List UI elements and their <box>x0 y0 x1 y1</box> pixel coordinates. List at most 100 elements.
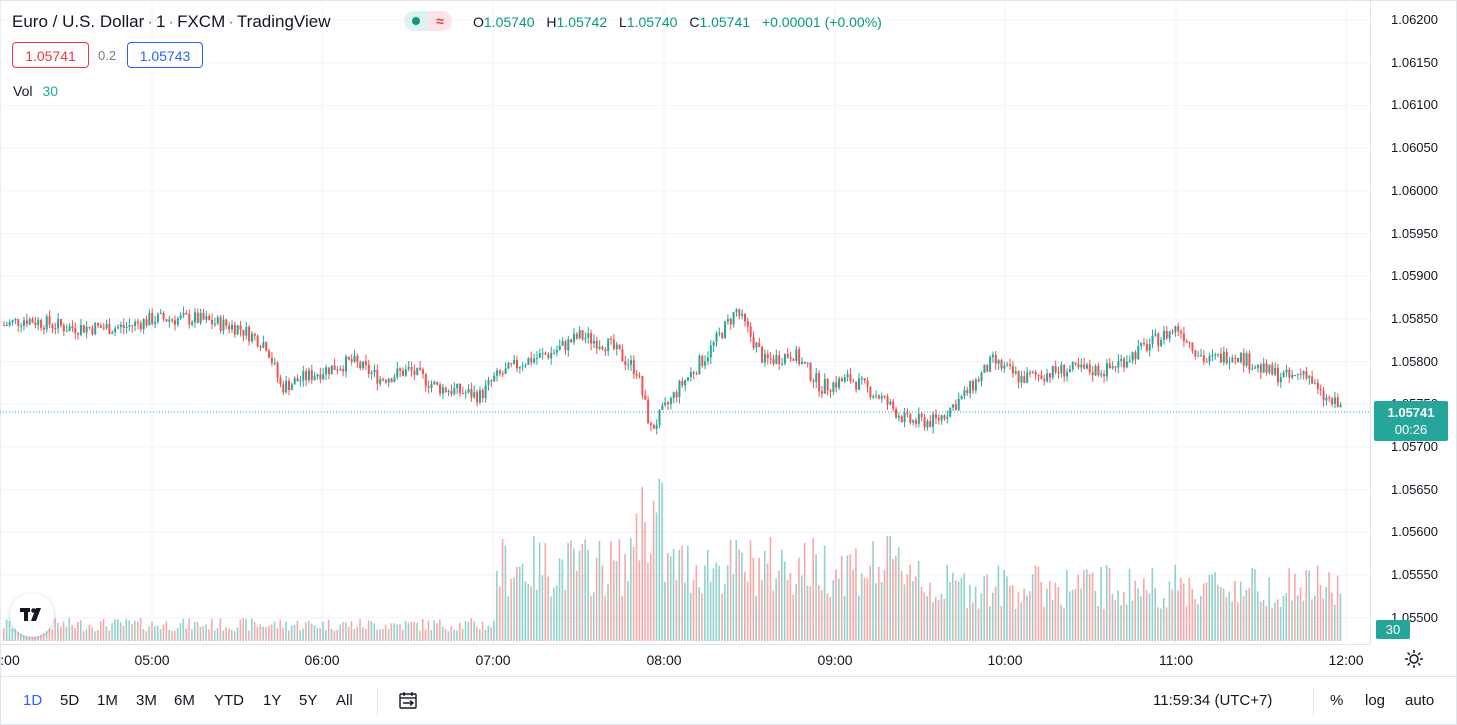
candle-body <box>664 402 667 406</box>
sell-price-button[interactable]: 1.05741 <box>12 42 89 68</box>
volume-bar <box>1160 608 1162 641</box>
settings-gear-icon[interactable] <box>1403 648 1425 670</box>
volume-bar <box>433 620 435 641</box>
candle-body <box>1063 364 1066 377</box>
range-ytd-button[interactable]: YTD <box>214 692 244 709</box>
go-to-date-icon[interactable] <box>397 690 419 712</box>
candle-body <box>1094 365 1097 376</box>
candle-body <box>239 325 242 330</box>
volume-bar <box>333 631 336 641</box>
volume-bar <box>350 621 353 641</box>
candle-body <box>829 390 832 392</box>
close-key: C <box>689 14 700 30</box>
volume-bar <box>402 629 404 641</box>
volume-bar <box>407 622 410 641</box>
volume-bar <box>1120 605 1122 641</box>
log-scale-toggle[interactable]: log <box>1365 692 1386 709</box>
price-chart[interactable] <box>0 0 1370 644</box>
candle-body <box>1302 371 1305 375</box>
volume-bar <box>1048 581 1051 641</box>
candle-body <box>51 324 54 329</box>
volume-bar <box>912 581 914 641</box>
price-axis[interactable]: 1.06200 1.06150 1.06100 1.06050 1.06000 1.059… <box>1370 0 1457 644</box>
candle-body <box>849 374 852 381</box>
volume-bar <box>570 540 572 641</box>
volume-bar <box>176 628 179 641</box>
chart-pane[interactable] <box>0 0 1370 644</box>
open-value: 1.05740 <box>483 14 535 30</box>
volume-bar <box>1125 604 1128 641</box>
volume-bar <box>510 579 512 641</box>
candle-body <box>1339 404 1342 407</box>
percent-scale-toggle[interactable]: % <box>1330 692 1344 709</box>
volume-bar <box>470 618 472 641</box>
volume-bar <box>1023 588 1025 641</box>
volume-bar <box>581 543 584 641</box>
candle-body <box>652 424 655 429</box>
buy-price-button[interactable]: 1.05743 <box>127 42 203 68</box>
candle-body <box>695 373 698 375</box>
candle-body <box>299 380 302 382</box>
range-1y-button[interactable]: 1Y <box>263 692 282 709</box>
volume-bar <box>305 622 307 641</box>
range-5d-button[interactable]: 5D <box>60 692 80 709</box>
market-open-dot-icon <box>412 17 420 25</box>
candle-body <box>1037 374 1040 376</box>
volume-bar <box>273 621 276 641</box>
volume-bar <box>461 628 464 641</box>
candle-body <box>769 358 772 360</box>
candle-body <box>82 324 85 333</box>
volume-bar <box>1194 599 1196 641</box>
volume-bar <box>282 628 284 641</box>
range-3m-button[interactable]: 3M <box>136 692 157 709</box>
range-6m-button[interactable]: 6M <box>174 692 195 709</box>
candle-body <box>1165 330 1168 339</box>
volume-bar <box>219 618 222 641</box>
range-1d-button[interactable]: 1D <box>23 692 43 709</box>
time-axis[interactable]: :00 05:00 06:00 07:00 08:00 09:00 10:00 11:00 12… <box>0 644 1370 676</box>
candle-body <box>1262 363 1265 373</box>
range-1m-button[interactable]: 1M <box>97 692 118 709</box>
volume-bar <box>940 593 943 641</box>
market-status-pill[interactable]: ≈ <box>404 11 452 31</box>
candle-body <box>843 377 846 382</box>
candle-body <box>738 309 741 316</box>
candle-body <box>706 357 709 362</box>
tradingview-logo[interactable] <box>10 593 54 637</box>
auto-scale-toggle[interactable]: auto <box>1405 692 1435 709</box>
candle-body <box>476 391 479 403</box>
candle-body <box>949 407 952 417</box>
range-all-button[interactable]: All <box>336 692 353 709</box>
candle-body <box>541 352 544 354</box>
candle-body <box>1029 372 1031 374</box>
candle-body <box>744 313 746 322</box>
volume-bar <box>1165 607 1168 641</box>
volume-bar <box>424 629 427 641</box>
volume-bar <box>145 631 148 641</box>
volume-bar <box>1123 592 1125 641</box>
candle-body <box>376 369 379 384</box>
volume-bar <box>849 554 852 641</box>
clock-timezone[interactable]: 11:59:34 (UTC+7) <box>1153 692 1273 709</box>
range-5y-button[interactable]: 5Y <box>299 692 318 709</box>
candle-body <box>1017 371 1020 383</box>
time-tick-label: 06:00 <box>304 652 340 668</box>
volume-bar <box>79 620 82 641</box>
volume-legend[interactable]: Vol 30 <box>13 83 58 99</box>
candle-body <box>248 326 251 342</box>
volume-bar <box>601 565 604 641</box>
candle-body <box>926 420 929 428</box>
candle-body <box>932 414 935 427</box>
candle-body <box>641 375 644 396</box>
candle-body <box>752 336 755 348</box>
toolbar-divider <box>377 689 378 715</box>
candle-body <box>484 384 487 399</box>
candle-body <box>1265 363 1268 373</box>
bottom-toolbar: 1D 5D 1M 3M 6M YTD 1Y 5Y All 11:59:34 (U… <box>0 676 1457 725</box>
candle-body <box>77 333 80 335</box>
volume-bar <box>590 596 592 641</box>
candle-body <box>963 390 966 396</box>
symbol-title[interactable]: Euro / U.S. Dollar · 1 · FXCM · TradingView <box>12 12 331 31</box>
candle-body <box>1137 346 1140 360</box>
volume-bar <box>772 590 775 641</box>
